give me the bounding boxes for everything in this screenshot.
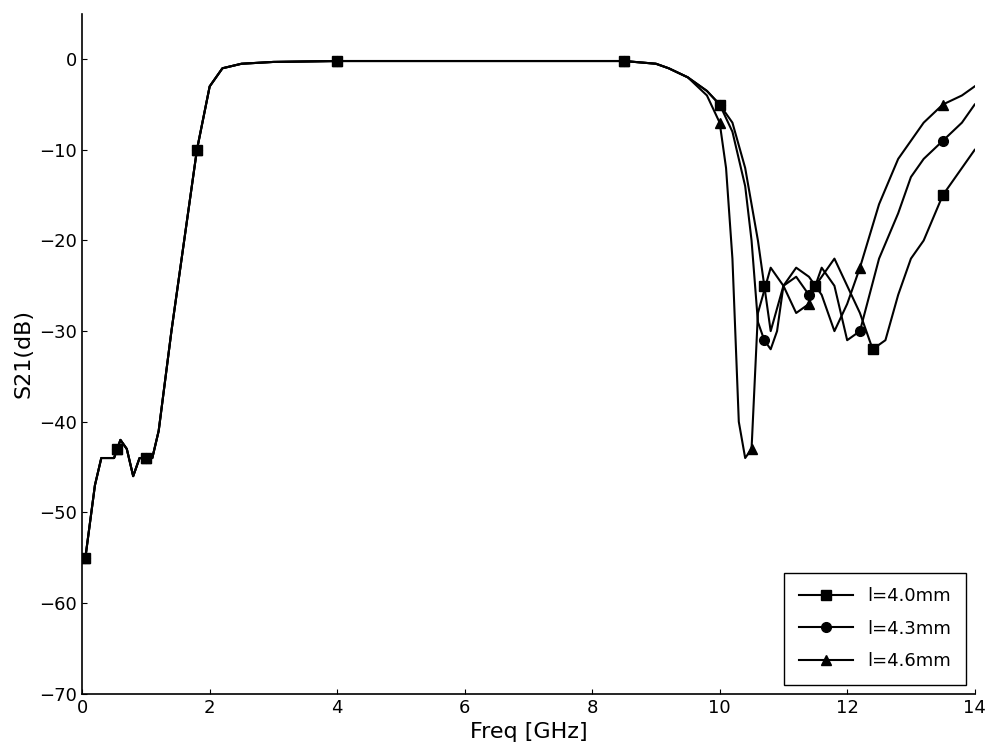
l=4.0mm xyxy=(331,57,343,66)
l=4.0mm xyxy=(739,163,751,172)
l=4.3mm xyxy=(331,57,343,66)
l=4.0mm xyxy=(969,145,981,154)
l=4.3mm xyxy=(178,236,190,245)
l=4.6mm xyxy=(331,57,343,66)
l=4.3mm xyxy=(809,281,821,290)
l=4.6mm xyxy=(178,236,190,245)
l=4.6mm xyxy=(79,553,91,562)
l=4.0mm xyxy=(816,272,828,281)
Line: l=4.3mm: l=4.3mm xyxy=(81,56,980,562)
l=4.6mm xyxy=(726,254,738,263)
l=4.6mm xyxy=(739,454,751,463)
l=4.0mm xyxy=(79,553,91,562)
l=4.6mm xyxy=(809,281,821,290)
Line: l=4.6mm: l=4.6mm xyxy=(81,56,980,562)
l=4.3mm xyxy=(752,318,764,327)
l=4.0mm xyxy=(892,290,904,299)
Line: l=4.0mm: l=4.0mm xyxy=(81,56,980,562)
Y-axis label: S21(dB): S21(dB) xyxy=(14,309,34,398)
l=4.3mm xyxy=(892,209,904,218)
l=4.3mm xyxy=(969,100,981,109)
l=4.6mm xyxy=(969,82,981,91)
l=4.6mm xyxy=(892,154,904,163)
l=4.3mm xyxy=(726,127,738,136)
l=4.3mm xyxy=(79,553,91,562)
X-axis label: Freq [GHz]: Freq [GHz] xyxy=(470,722,587,742)
Legend: l=4.0mm, l=4.3mm, l=4.6mm: l=4.0mm, l=4.3mm, l=4.6mm xyxy=(784,573,966,685)
l=4.6mm xyxy=(720,163,732,172)
l=4.3mm xyxy=(739,181,751,191)
l=4.0mm xyxy=(726,118,738,127)
l=4.0mm xyxy=(178,236,190,245)
l=4.0mm xyxy=(752,236,764,245)
